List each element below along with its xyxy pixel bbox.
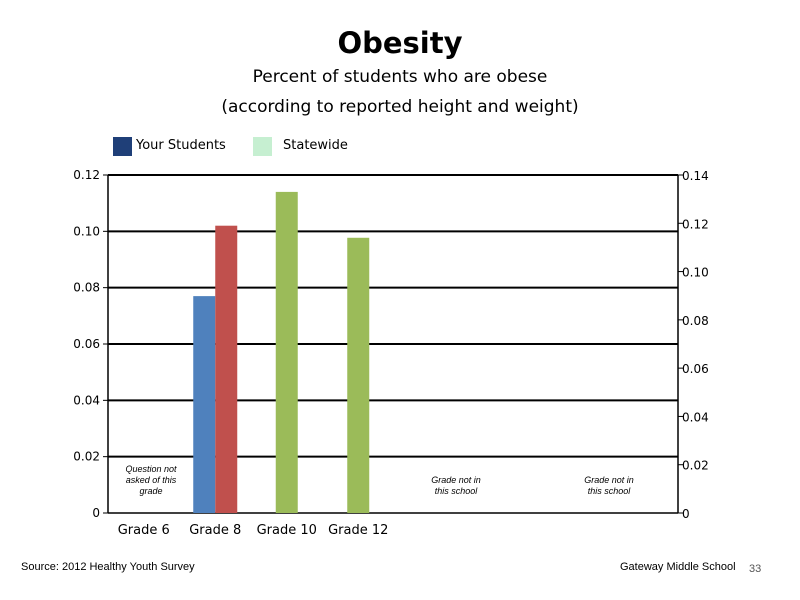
x-tick-label: Grade 6: [118, 523, 170, 538]
school-name: Gateway Middle School: [620, 561, 736, 573]
y-left-tick-label: 0.04: [73, 393, 100, 407]
y-left-tick-label: 0: [92, 506, 100, 520]
annotation-note: Question not: [125, 464, 177, 474]
annotation-note: this school: [588, 486, 632, 496]
source-note: Source: 2012 Healthy Youth Survey: [21, 561, 195, 573]
chart-subtitle-line-1: Percent of students who are obese: [252, 67, 548, 87]
y-right-tick-label: 0.12: [682, 217, 709, 231]
y-right-tick-label: 0.14: [682, 169, 709, 183]
y-left-tick-label: 0.06: [73, 337, 100, 351]
annotation-note: grade: [139, 486, 162, 496]
y-left-tick-label: 0.10: [73, 224, 100, 238]
y-right-tick-label: 0.04: [682, 410, 709, 424]
y-right-tick-label: 0: [682, 507, 690, 521]
y-left-tick-label: 0.12: [73, 168, 100, 182]
page-number: 33: [749, 563, 762, 575]
x-tick-label: Grade 10: [257, 523, 317, 538]
annotation-note: Grade not in: [584, 475, 634, 485]
y-right-tick-label: 0.08: [682, 314, 709, 328]
bar-statewide: [275, 191, 298, 513]
y-right-tick-label: 0.10: [682, 266, 709, 280]
annotation-note: asked of this: [126, 475, 177, 485]
legend-swatch-your-students: [113, 137, 132, 156]
y-right-tick-label: 0.02: [682, 459, 709, 473]
chart-title: Obesity: [337, 26, 463, 60]
y-left-tick-label: 0.02: [73, 450, 100, 464]
x-tick-label: Grade 8: [189, 523, 241, 538]
y-left-tick-label: 0.08: [73, 281, 100, 295]
x-tick-label: Grade 12: [328, 523, 388, 538]
bar-grade-8-statewide: [215, 225, 238, 513]
legend-label-statewide: Statewide: [283, 138, 348, 153]
legend-label-your-students: Your Students: [136, 138, 226, 153]
bar-your-students: [193, 296, 216, 513]
legend-swatch-statewide: [253, 137, 272, 156]
bar-statewide: [347, 237, 370, 513]
chart-subtitle-line-2: (according to reported height and weight…: [221, 97, 579, 117]
annotation-note: Grade not in: [431, 475, 481, 485]
y-right-tick-label: 0.06: [682, 362, 709, 376]
annotation-note: this school: [435, 486, 479, 496]
